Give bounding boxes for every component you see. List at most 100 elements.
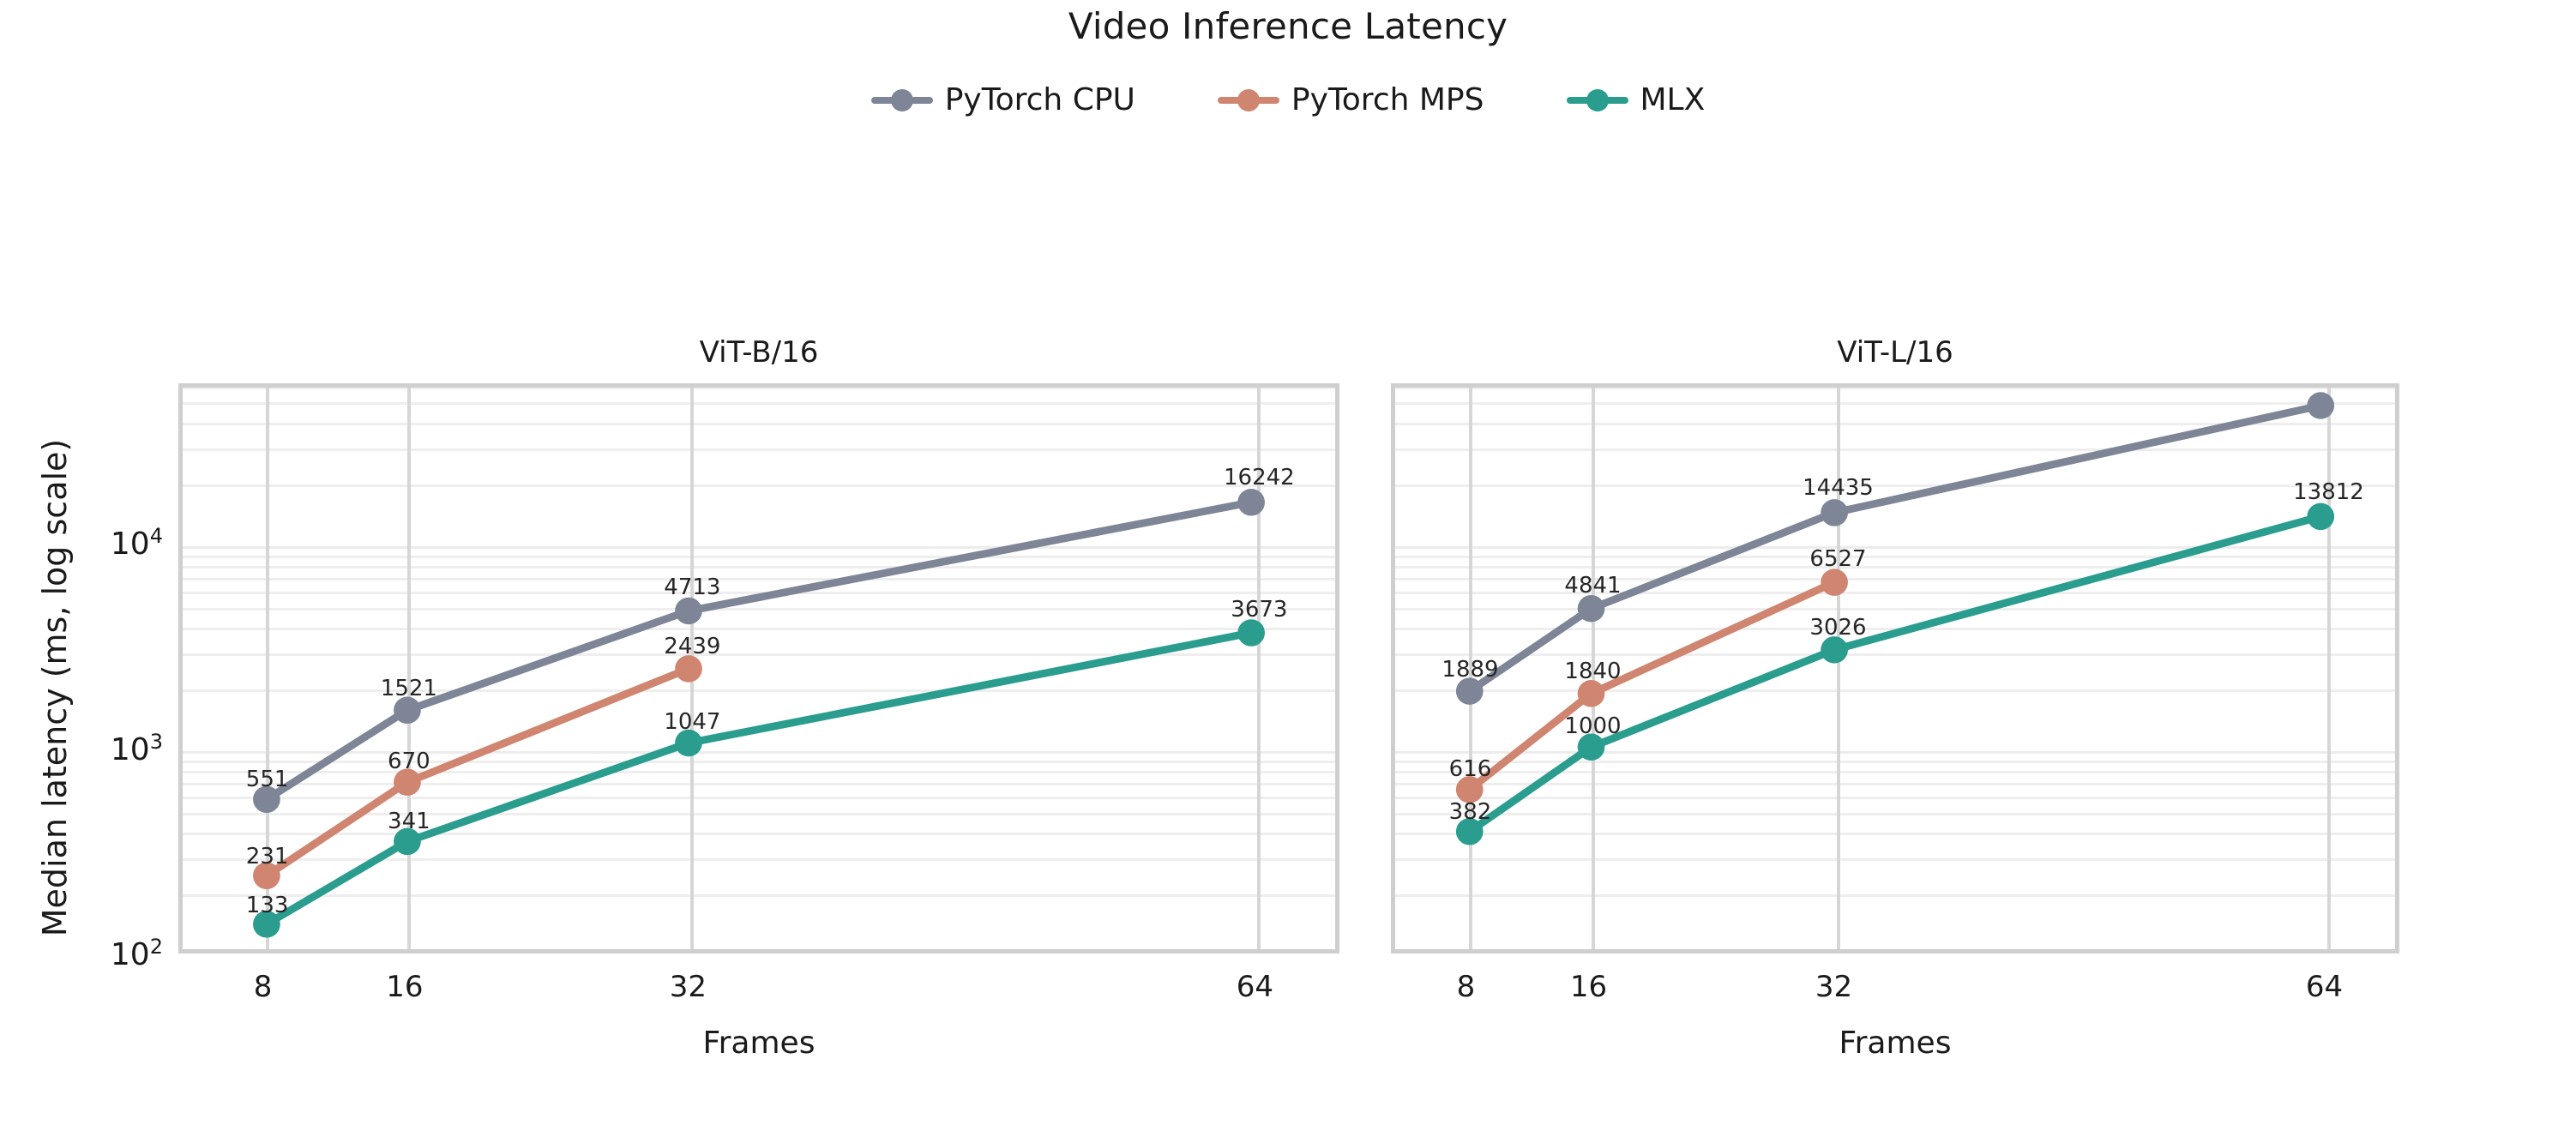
subplot-vit-b-16: ViT-B/16 551 1521 4713 16242 231 670 2439 133 34… (178, 335, 1339, 954)
data-point-marker[interactable] (1577, 680, 1605, 707)
legend-item-pytorch-cpu[interactable]: PyTorch CPU (870, 82, 1135, 117)
data-point-marker[interactable] (253, 785, 280, 814)
subplot-vit-l-16: ViT-L/16 1889484114435488756161840652738… (1391, 335, 2399, 954)
data-point-marker[interactable] (2307, 502, 2335, 531)
gridline-horizontal (183, 422, 1335, 425)
gridline-horizontal (1395, 628, 2395, 631)
gridline-horizontal (183, 833, 1335, 836)
gridline-horizontal (183, 565, 1335, 569)
y-tick-base: 10 (110, 526, 150, 562)
gridline-horizontal (1395, 771, 2395, 774)
gridline-horizontal (183, 751, 1335, 755)
legend-label: MLX (1640, 82, 1706, 117)
data-point-marker[interactable] (1577, 594, 1605, 623)
line-marker-icon (1217, 88, 1279, 111)
subplot-title: ViT-L/16 (1837, 335, 1953, 370)
data-point-marker[interactable] (675, 655, 702, 683)
y-tick-exponent: 4 (149, 524, 163, 549)
series-line (1466, 578, 1839, 794)
subplot-title: ViT-B/16 (699, 335, 819, 370)
data-point-marker[interactable] (1455, 818, 1484, 845)
plot-area[interactable]: 551 1521 4713 16242 231 670 2439 133 341 1047 3673 (178, 383, 1339, 954)
gridline-horizontal (1395, 577, 2395, 581)
legend-item-pytorch-mps[interactable]: PyTorch MPS (1217, 82, 1484, 117)
gridline-horizontal (1395, 761, 2395, 764)
y-axis-tick-label: 104 (111, 524, 163, 562)
data-point-marker[interactable] (1237, 619, 1265, 647)
gridline-horizontal (183, 689, 1335, 693)
data-point-marker[interactable] (1455, 677, 1484, 705)
data-point-marker[interactable] (1237, 489, 1265, 516)
gridline-horizontal (1395, 858, 2395, 862)
legend-label: PyTorch MPS (1291, 82, 1484, 117)
x-axis-tick-label: 8 (253, 970, 273, 1004)
gridline-horizontal (183, 858, 1335, 862)
gridline-horizontal (183, 448, 1335, 451)
y-tick-base: 10 (110, 731, 150, 767)
x-axis-tick-label: 64 (1236, 970, 1274, 1004)
x-axis-label: Frames (1839, 1026, 1952, 1061)
series-layer (253, 489, 1265, 938)
gridline-horizontal (1395, 833, 2395, 836)
gridline-horizontal (1395, 607, 2395, 611)
gridline-horizontal (183, 813, 1335, 816)
gridline-horizontal (1395, 783, 2395, 786)
gridline-horizontal (183, 388, 1335, 389)
series-line (262, 665, 693, 880)
gridline-horizontal (183, 797, 1335, 800)
x-axis-tick-label: 8 (1456, 970, 1476, 1004)
gridline-horizontal (183, 771, 1335, 774)
gridline-horizontal (183, 783, 1335, 786)
plot-area[interactable]: 1889484114435488756161840652738210003026… (1391, 383, 2399, 954)
data-point-marker[interactable] (1455, 776, 1484, 803)
data-point-marker[interactable] (675, 597, 702, 625)
series-layer (1455, 392, 2335, 845)
x-axis-label: Frames (702, 1026, 816, 1061)
data-point-marker[interactable] (675, 729, 702, 757)
gridline-horizontal (1395, 751, 2395, 755)
gridline-horizontal (183, 607, 1335, 611)
gridline-vertical (265, 388, 269, 949)
data-point-marker[interactable] (1821, 636, 1848, 664)
gridline-horizontal (1395, 813, 2395, 816)
gridline-horizontal (1395, 484, 2395, 487)
gridline-horizontal (183, 761, 1335, 764)
legend-label: PyTorch CPU (944, 82, 1135, 117)
gridline-horizontal (1395, 591, 2395, 594)
x-axis-tick-label: 32 (1815, 970, 1853, 1004)
chart-legend: PyTorch CPU PyTorch MPS MLX (0, 82, 2576, 117)
page-title: Video Inference Latency (1068, 5, 1508, 47)
data-point-marker[interactable] (1821, 499, 1848, 526)
gridline-horizontal (183, 653, 1335, 656)
series-line (1466, 401, 2325, 695)
gridline-horizontal (1395, 555, 2395, 558)
gridline-horizontal (1395, 422, 2395, 425)
data-point-marker[interactable] (394, 827, 421, 856)
data-point-marker[interactable] (394, 696, 421, 725)
gridline-horizontal (183, 484, 1335, 487)
data-point-marker[interactable] (253, 911, 280, 938)
legend-item-mlx[interactable]: MLX (1566, 82, 1706, 117)
y-tick-exponent: 3 (149, 729, 163, 754)
data-point-marker[interactable] (1577, 733, 1605, 761)
y-axis-tick-label: 102 (111, 935, 163, 972)
gridline-horizontal (183, 545, 1335, 549)
x-axis-tick-label: 16 (386, 970, 424, 1004)
x-axis-tick-label: 32 (669, 970, 707, 1004)
gridline-horizontal (1395, 689, 2395, 693)
data-point-marker[interactable] (394, 768, 421, 796)
data-point-marker[interactable] (253, 862, 280, 890)
gridline-horizontal (1395, 653, 2395, 656)
line-marker-icon (870, 88, 933, 111)
gridline-horizontal (183, 577, 1335, 581)
gridline-horizontal (183, 555, 1335, 558)
gridline-horizontal (1395, 797, 2395, 800)
data-point-marker[interactable] (1821, 569, 1848, 596)
gridline-horizontal (1395, 565, 2395, 569)
x-axis-tick-label: 16 (1569, 970, 1608, 1004)
gridline-horizontal (183, 591, 1335, 594)
x-axis-tick-label: 64 (2305, 970, 2344, 1004)
gridline-vertical (1591, 388, 1595, 949)
y-axis-tick-label: 103 (111, 730, 163, 767)
data-point-marker[interactable] (2307, 392, 2335, 419)
